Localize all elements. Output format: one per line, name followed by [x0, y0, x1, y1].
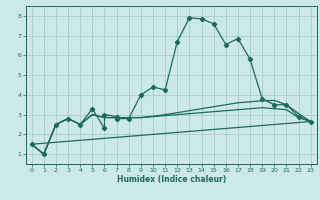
X-axis label: Humidex (Indice chaleur): Humidex (Indice chaleur)	[116, 175, 226, 184]
